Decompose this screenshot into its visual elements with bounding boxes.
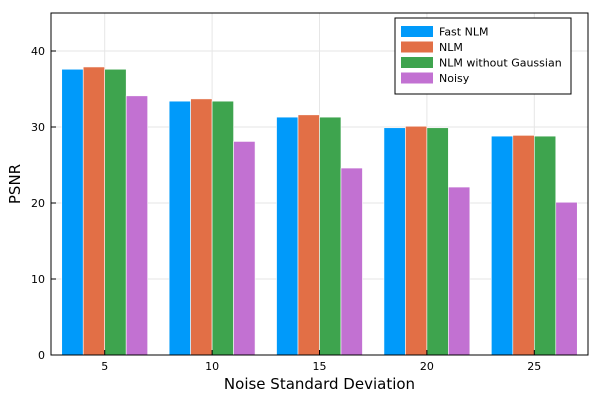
y-tick-label: 20 <box>31 197 45 210</box>
x-tick-label: 15 <box>313 360 327 373</box>
bar-noisy-10 <box>233 141 256 356</box>
y-tick-label: 30 <box>31 121 45 134</box>
legend: Fast NLM NLM NLM without Gaussian Noisy <box>394 17 572 95</box>
bar-fast-nlm-25 <box>491 135 514 356</box>
legend-label: NLM <box>439 41 463 54</box>
bar-nlm-without-gaussian-5 <box>104 68 127 356</box>
bar-nlm-20 <box>405 125 428 356</box>
bar-noisy-20 <box>448 186 471 356</box>
legend-swatch <box>401 57 433 68</box>
bar-nlm-10 <box>190 98 213 356</box>
legend-swatch <box>401 41 433 53</box>
bar-nlm-15 <box>297 114 320 356</box>
bar-nlm-5 <box>82 66 106 356</box>
bar-nlm-without-gaussian-10 <box>211 100 234 356</box>
bar-fast-nlm-15 <box>276 116 299 356</box>
legend-swatch <box>401 72 433 84</box>
legend-label: Fast NLM <box>439 26 488 39</box>
bar-nlm-without-gaussian-20 <box>426 127 449 356</box>
legend-label: NLM without Gaussian <box>439 57 562 70</box>
bar-fast-nlm-5 <box>61 68 84 356</box>
legend-swatch <box>401 26 433 37</box>
bar-layer <box>61 66 578 356</box>
bar-noisy-25 <box>555 201 578 356</box>
x-tick-label: 5 <box>101 360 108 373</box>
bar-fast-nlm-20 <box>383 127 406 356</box>
x-tick-label: 25 <box>527 360 541 373</box>
bar-fast-nlm-10 <box>168 100 191 356</box>
bar-noisy-15 <box>340 167 363 356</box>
bar-nlm-without-gaussian-15 <box>319 116 342 356</box>
y-axis-title: PSNR <box>6 164 24 204</box>
bar-nlm-25 <box>512 135 535 356</box>
bar-nlm-without-gaussian-25 <box>533 135 557 356</box>
y-tick-label: 10 <box>31 273 45 286</box>
bar-noisy-5 <box>125 95 148 356</box>
y-tick-label: 40 <box>31 45 45 58</box>
x-tick-label: 20 <box>420 360 434 373</box>
x-axis-title: Noise Standard Deviation <box>224 375 415 393</box>
legend-label: Noisy <box>439 72 470 85</box>
x-tick-label: 10 <box>205 360 219 373</box>
tick-layer: 0 10 20 30 40 5 10 15 20 25 <box>31 45 541 373</box>
y-tick-label: 0 <box>38 349 45 362</box>
